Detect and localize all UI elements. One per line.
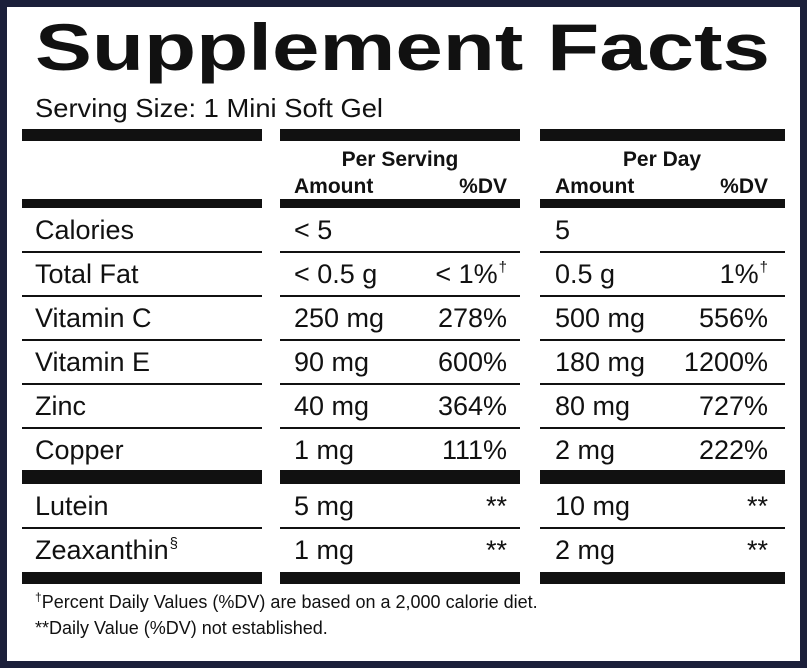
thin-rule: [540, 295, 785, 297]
thick-rule: [280, 470, 520, 484]
amount: 180 mg: [555, 347, 645, 377]
thick-rule: [280, 572, 520, 584]
amount: 250 mg: [294, 303, 384, 333]
daily-value: **: [747, 491, 769, 521]
daily-value: 222%: [699, 435, 768, 465]
group-heading: Per Day: [623, 148, 702, 171]
thick-rule: [540, 572, 785, 584]
thick-rule: [540, 129, 785, 141]
daily-value: 1%: [720, 259, 759, 289]
amount: 90 mg: [294, 347, 369, 377]
daily-value: < 1%: [435, 259, 497, 289]
thick-rule: [280, 199, 520, 208]
thin-rule: [280, 295, 520, 297]
thin-rule: [280, 251, 520, 253]
amount: 5 mg: [294, 491, 354, 521]
amount: 5: [555, 215, 570, 245]
thin-rule: [540, 251, 785, 253]
daily-value: 556%: [699, 303, 768, 333]
daily-value: **: [486, 491, 508, 521]
column-heading: Amount: [294, 175, 373, 198]
nutrient-name: Zinc: [35, 391, 86, 421]
nutrient-name: Vitamin E: [35, 347, 150, 377]
thin-rule: [22, 251, 262, 253]
thin-rule: [22, 383, 262, 385]
thick-rule: [22, 470, 262, 484]
thin-rule: [22, 427, 262, 429]
thick-rule: [540, 199, 785, 208]
amount: 1 mg: [294, 535, 354, 565]
footnote-mark: §: [170, 535, 178, 552]
group-heading: Per Serving: [342, 148, 459, 171]
amount: 10 mg: [555, 491, 630, 521]
amount: 2 mg: [555, 435, 615, 465]
column-heading: %DV: [459, 175, 507, 198]
amount: 40 mg: [294, 391, 369, 421]
daily-value: **: [486, 535, 508, 565]
thin-rule: [280, 383, 520, 385]
amount: 1 mg: [294, 435, 354, 465]
amount: 2 mg: [555, 535, 615, 565]
serving-size: Serving Size: 1 Mini Soft Gel: [35, 93, 383, 123]
thick-rule: [280, 129, 520, 141]
thick-rule: [22, 199, 262, 208]
column-heading: Amount: [555, 175, 634, 198]
amount: < 5: [294, 215, 332, 245]
nutrient-name: Vitamin C: [35, 303, 152, 333]
amount: 500 mg: [555, 303, 645, 333]
thin-rule: [280, 527, 520, 529]
thick-rule: [540, 470, 785, 484]
daily-value: 1200%: [684, 347, 768, 377]
footnote: **Daily Value (%DV) not established.: [35, 618, 328, 638]
amount: < 0.5 g: [294, 259, 377, 289]
nutrient-name: Zeaxanthin: [35, 535, 169, 565]
thin-rule: [22, 527, 262, 529]
footnote-mark: †: [499, 259, 507, 276]
thick-rule: [22, 572, 262, 584]
thin-rule: [540, 427, 785, 429]
column-heading: %DV: [720, 175, 768, 198]
nutrient-name: Lutein: [35, 491, 109, 521]
daily-value: 364%: [438, 391, 507, 421]
amount: 80 mg: [555, 391, 630, 421]
footnote-mark: †: [760, 259, 768, 276]
thin-rule: [280, 339, 520, 341]
thick-rule: [22, 129, 262, 141]
footnote: Percent Daily Values (%DV) are based on …: [42, 592, 538, 612]
daily-value: 111%: [442, 435, 507, 465]
nutrient-name: Copper: [35, 435, 124, 465]
thin-rule: [540, 527, 785, 529]
amount: 0.5 g: [555, 259, 615, 289]
daily-value: 600%: [438, 347, 507, 377]
daily-value: 727%: [699, 391, 768, 421]
thin-rule: [540, 383, 785, 385]
daily-value: 278%: [438, 303, 507, 333]
footnote-mark: †: [35, 590, 42, 604]
title: Supplement Facts: [35, 10, 770, 84]
thin-rule: [540, 339, 785, 341]
nutrient-name: Calories: [35, 215, 134, 245]
thin-rule: [22, 339, 262, 341]
thin-rule: [22, 295, 262, 297]
nutrient-name: Total Fat: [35, 259, 139, 289]
daily-value: **: [747, 535, 769, 565]
thin-rule: [280, 427, 520, 429]
